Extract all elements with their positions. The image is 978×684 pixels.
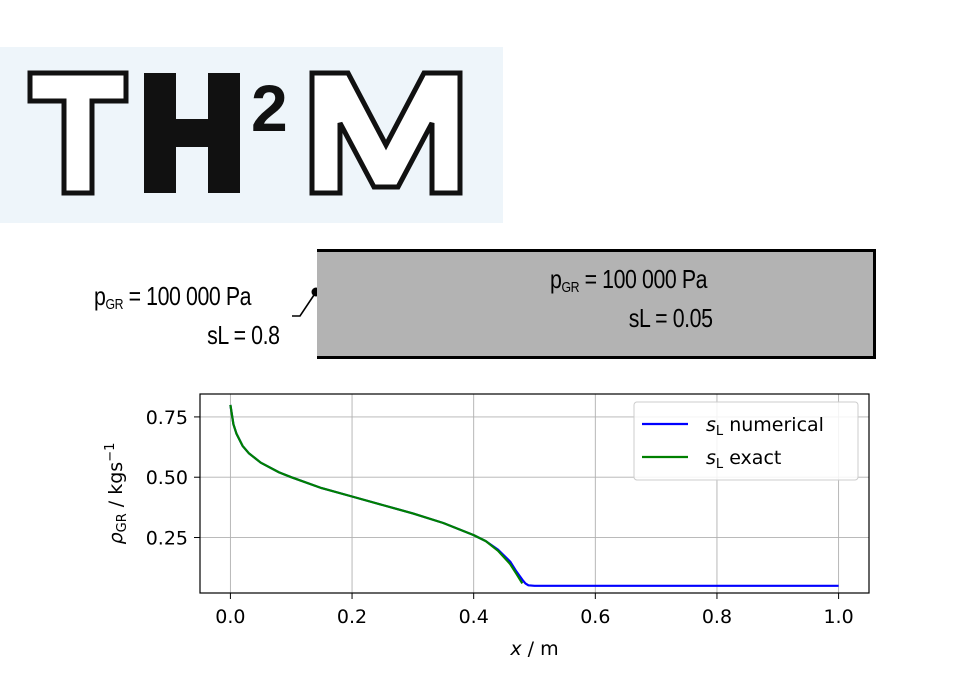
- y-axis-label: ρGR / kgs−1: [103, 443, 130, 545]
- x-axis-label: x / m: [509, 638, 558, 660]
- th2m-logo-art: 2 T H M: [27, 70, 463, 223]
- legend-exact-var: s: [706, 447, 716, 469]
- left-saturation: sL = 0.8: [207, 320, 280, 350]
- axes-frame: [199, 393, 870, 594]
- left-pressure-sub: GR: [105, 296, 124, 313]
- legend-exact-sub: L: [716, 457, 724, 472]
- logo-letter-h: H: [190, 221, 191, 223]
- density-profile-chart: 0.0 0.2 0.4 0.6 0.8 1.0 0.25 0.50 0.75 x / m ρGR…: [103, 393, 870, 660]
- legend-numerical-text: numerical: [723, 414, 824, 436]
- legend-box: [633, 401, 859, 481]
- chart-ticks: 0.0 0.2 0.4 0.6 0.8 1.0 0.25 0.50 0.75: [146, 407, 854, 628]
- left-pressure-symbol: p: [94, 281, 106, 311]
- x-tick-label: 0.2: [337, 606, 367, 628]
- legend-label-numerical: sL numerical: [706, 414, 824, 439]
- logo-letter-m: M: [385, 221, 386, 223]
- x-tick-label: 1.0: [823, 606, 853, 628]
- y-tick-label: 0.25: [146, 528, 188, 550]
- logo-letter-m-shape: [309, 70, 463, 196]
- legend-exact-text: exact: [723, 447, 781, 469]
- y-axis-label-exp: −1: [103, 443, 118, 462]
- x-tick-label: 0.6: [580, 606, 610, 628]
- domain-initial-condition: pGR = 100 000 Pa sL = 0.05: [550, 264, 713, 333]
- left-boundary-condition: pGR = 100 000 Pa sL = 0.8: [94, 281, 280, 350]
- th2m-logo: 2 T H M: [0, 47, 503, 223]
- left-pressure-value: = 100 000 Pa: [128, 281, 252, 311]
- y-tick-label: 0.50: [146, 467, 188, 489]
- x-axis-label-var: x: [509, 638, 522, 660]
- series-line-exact: [229, 404, 524, 584]
- domain-pressure-symbol: p: [550, 264, 562, 294]
- x-tick-label: 0.4: [459, 606, 489, 628]
- logo-letter-t-shape: [27, 70, 129, 196]
- logo-exponent: 2: [251, 71, 288, 145]
- logo-letter-t: T: [70, 221, 71, 223]
- y-axis-label-sub: GR: [115, 513, 130, 532]
- legend-numerical-var: s: [706, 414, 716, 436]
- domain-pressure-sub: GR: [561, 279, 580, 296]
- x-tick-label: 0.0: [215, 606, 245, 628]
- domain-rectangle: [317, 249, 876, 359]
- chart-legend: sL numerical sL exact: [633, 401, 859, 481]
- legend-numerical-sub: L: [716, 424, 724, 439]
- legend-label-exact: sL exact: [706, 447, 781, 472]
- domain-pressure-value: = 100 000 Pa: [584, 264, 708, 294]
- y-axis-label-unit: / kgs: [105, 462, 127, 513]
- x-axis-label-unit: / m: [522, 638, 559, 660]
- domain-saturation: sL = 0.05: [628, 303, 713, 333]
- chart-series: [229, 404, 839, 587]
- y-tick-label: 0.75: [146, 407, 188, 429]
- logo-letter-h-shape: [144, 73, 240, 193]
- y-axis-label-var: ρ: [105, 532, 127, 544]
- x-tick-label: 0.8: [702, 606, 732, 628]
